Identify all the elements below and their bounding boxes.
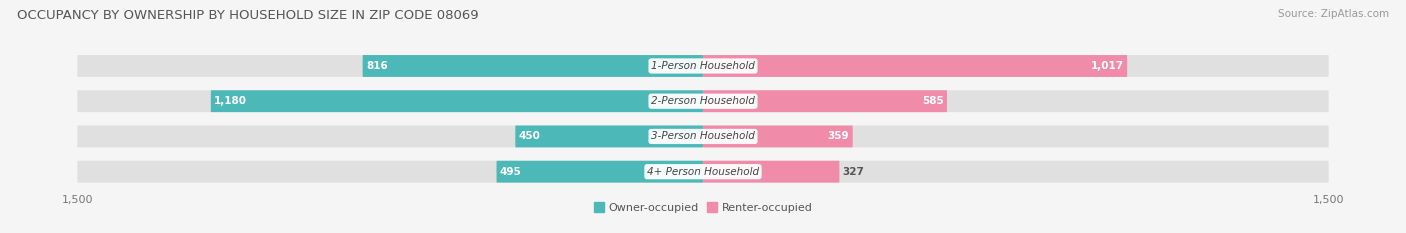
Text: 327: 327 [842,167,865,177]
FancyBboxPatch shape [211,90,703,112]
FancyBboxPatch shape [77,161,1329,183]
Text: 816: 816 [366,61,388,71]
FancyBboxPatch shape [77,90,1329,112]
Legend: Owner-occupied, Renter-occupied: Owner-occupied, Renter-occupied [589,198,817,217]
FancyBboxPatch shape [703,90,948,112]
Text: 359: 359 [828,131,849,141]
Text: 585: 585 [922,96,943,106]
FancyBboxPatch shape [77,126,1329,147]
FancyBboxPatch shape [496,161,703,183]
Text: 4+ Person Household: 4+ Person Household [647,167,759,177]
FancyBboxPatch shape [77,55,1329,77]
Text: OCCUPANCY BY OWNERSHIP BY HOUSEHOLD SIZE IN ZIP CODE 08069: OCCUPANCY BY OWNERSHIP BY HOUSEHOLD SIZE… [17,9,478,22]
Text: Source: ZipAtlas.com: Source: ZipAtlas.com [1278,9,1389,19]
Text: 450: 450 [519,131,540,141]
Text: 2-Person Household: 2-Person Household [651,96,755,106]
FancyBboxPatch shape [703,161,839,183]
Text: 495: 495 [501,167,522,177]
Text: 3-Person Household: 3-Person Household [651,131,755,141]
FancyBboxPatch shape [515,126,703,147]
FancyBboxPatch shape [703,126,853,147]
FancyBboxPatch shape [363,55,703,77]
Text: 1-Person Household: 1-Person Household [651,61,755,71]
Text: 1,180: 1,180 [214,96,247,106]
Text: 1,017: 1,017 [1091,61,1123,71]
FancyBboxPatch shape [703,55,1128,77]
